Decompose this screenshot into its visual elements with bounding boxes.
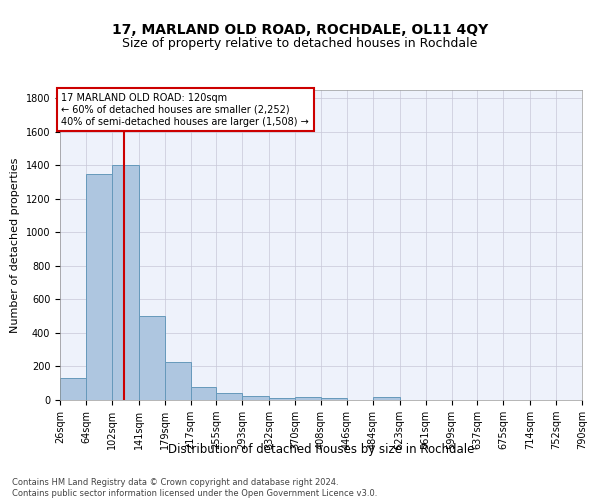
- Text: Contains HM Land Registry data © Crown copyright and database right 2024.
Contai: Contains HM Land Registry data © Crown c…: [12, 478, 377, 498]
- Bar: [217, 394, 242, 400]
- Bar: [86, 174, 112, 400]
- Text: Distribution of detached houses by size in Rochdale: Distribution of detached houses by size …: [168, 442, 474, 456]
- Y-axis label: Number of detached properties: Number of detached properties: [10, 158, 20, 332]
- Bar: [112, 166, 139, 400]
- Bar: [60, 378, 86, 400]
- Text: 17 MARLAND OLD ROAD: 120sqm
← 60% of detached houses are smaller (2,252)
40% of : 17 MARLAND OLD ROAD: 120sqm ← 60% of det…: [61, 94, 309, 126]
- Bar: [269, 398, 295, 400]
- Bar: [295, 396, 321, 400]
- Bar: [139, 316, 164, 400]
- Bar: [321, 398, 347, 400]
- Bar: [164, 362, 191, 400]
- Bar: [242, 396, 269, 400]
- Text: 17, MARLAND OLD ROAD, ROCHDALE, OL11 4QY: 17, MARLAND OLD ROAD, ROCHDALE, OL11 4QY: [112, 22, 488, 36]
- Bar: [191, 388, 217, 400]
- Bar: [373, 398, 400, 400]
- Text: Size of property relative to detached houses in Rochdale: Size of property relative to detached ho…: [122, 38, 478, 51]
